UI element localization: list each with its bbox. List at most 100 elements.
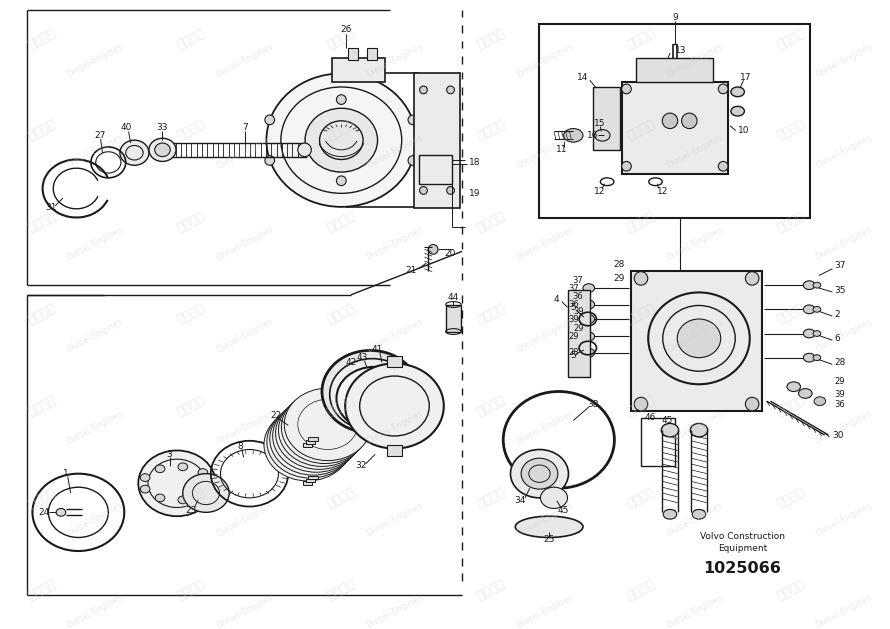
Text: 紫发动力: 紫发动力 [475,577,507,603]
Ellipse shape [276,397,362,469]
Circle shape [336,95,346,104]
Text: 26: 26 [341,25,352,33]
Text: 39: 39 [834,390,845,399]
Circle shape [746,398,759,411]
Ellipse shape [804,305,815,314]
Text: 39: 39 [568,314,579,323]
Ellipse shape [182,474,229,513]
Ellipse shape [178,496,188,504]
Ellipse shape [206,479,215,487]
Ellipse shape [120,140,149,165]
Text: 6: 6 [834,334,840,343]
Bar [593,87,619,150]
Ellipse shape [198,490,207,498]
Ellipse shape [515,516,583,537]
Circle shape [718,84,728,94]
Text: 紫发动力: 紫发动力 [325,577,358,603]
Text: Diesel-Engines: Diesel-Engines [65,225,125,262]
Text: Diesel-Engines: Diesel-Engines [65,409,125,446]
Text: 37: 37 [573,276,584,285]
Text: 44: 44 [448,293,459,303]
Ellipse shape [691,423,708,437]
Ellipse shape [178,463,188,470]
Ellipse shape [284,388,371,460]
Text: Diesel-Engines: Diesel-Engines [814,409,874,446]
Text: 12: 12 [594,187,605,196]
Text: Diesel-Engines: Diesel-Engines [514,133,574,170]
Text: 35: 35 [834,286,846,294]
Text: 8: 8 [237,442,243,451]
Text: 紫发动力: 紫发动力 [175,209,207,235]
Text: 紫发动力: 紫发动力 [25,209,58,235]
Ellipse shape [813,331,821,337]
Bar [387,356,402,367]
Ellipse shape [272,399,360,472]
Text: 紫发动力: 紫发动力 [175,118,207,143]
Text: 紫发动力: 紫发动力 [325,26,358,52]
Ellipse shape [305,108,377,172]
Ellipse shape [813,355,821,360]
Ellipse shape [583,332,595,341]
Text: Diesel-Engines: Diesel-Engines [214,133,274,170]
Bar [539,24,810,218]
Text: 16: 16 [587,131,598,140]
Text: 紫发动力: 紫发动力 [175,577,207,603]
Text: 紫发动力: 紫发动力 [774,26,807,52]
Text: 21: 21 [405,266,417,275]
Bar [636,58,714,82]
Text: Diesel-Engines: Diesel-Engines [814,225,874,262]
Text: 18: 18 [469,158,481,167]
Text: 24: 24 [38,508,49,517]
Text: 紫发动力: 紫发动力 [625,118,658,143]
Ellipse shape [56,508,66,516]
Text: Diesel-Engines: Diesel-Engines [665,409,724,446]
Text: 14: 14 [578,73,588,82]
Text: 紫发动力: 紫发动力 [774,209,807,235]
Ellipse shape [266,74,417,207]
Text: Diesel-Engines: Diesel-Engines [514,317,574,354]
Text: 22: 22 [270,411,281,420]
Ellipse shape [583,314,595,323]
Text: 紫发动力: 紫发动力 [774,301,807,327]
Text: 34: 34 [514,496,526,505]
Text: Diesel-Engines: Diesel-Engines [65,133,125,170]
Text: 9: 9 [672,13,677,22]
Circle shape [408,115,417,125]
Text: 15: 15 [594,120,605,128]
Ellipse shape [692,509,706,519]
Text: 37: 37 [568,284,579,292]
Circle shape [682,113,697,128]
Text: 紫发动力: 紫发动力 [625,26,658,52]
Ellipse shape [155,494,165,502]
Circle shape [447,86,455,94]
Text: 紫发动力: 紫发动力 [325,393,358,419]
Text: Diesel-Engines: Diesel-Engines [365,593,425,629]
Text: 13: 13 [675,46,686,55]
Text: 43: 43 [357,353,368,362]
Text: 37: 37 [834,261,846,270]
Bar [446,304,461,331]
Text: 40: 40 [121,123,133,132]
Circle shape [635,398,648,411]
Text: 28: 28 [613,260,625,269]
Text: 紫发动力: 紫发动力 [625,301,658,327]
Ellipse shape [583,300,595,309]
Bar [418,155,452,184]
Ellipse shape [595,130,610,141]
Text: 29: 29 [573,324,584,333]
Text: 12: 12 [657,187,668,196]
Circle shape [419,86,427,94]
Text: 45: 45 [661,416,673,425]
Ellipse shape [141,474,150,481]
Ellipse shape [813,306,821,312]
Circle shape [408,155,417,165]
Text: Diesel-Engines: Diesel-Engines [514,409,574,446]
Text: 紫发动力: 紫发动力 [325,485,358,511]
Text: 紫发动力: 紫发动力 [625,209,658,235]
Bar [631,270,762,411]
Text: 28: 28 [568,348,579,357]
Ellipse shape [322,350,418,433]
Text: 紫发动力: 紫发动力 [774,577,807,603]
Text: 32: 32 [355,462,367,470]
Circle shape [635,272,648,285]
